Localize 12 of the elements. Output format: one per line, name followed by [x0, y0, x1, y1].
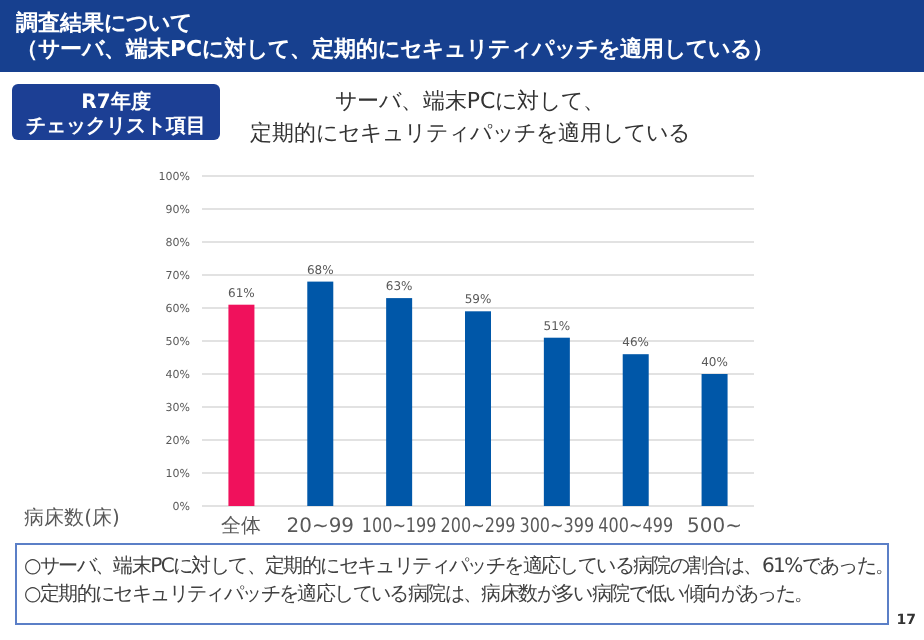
- text: （サーバ、端末PCに対して、定期的にセキュリティパッチを適用している）: [16, 36, 775, 62]
- x-tick-label: 500~: [687, 516, 743, 538]
- x-tick-label: 全体: [221, 514, 262, 538]
- text: 調査結果について: [16, 10, 192, 36]
- chart-title: サーバ、端末PCに対して、: [334, 88, 606, 114]
- text: ○サーバ、端末PCに対して、定期的にセキュリティパッチを適応している病院の割合は、61%であった。: [24, 554, 894, 578]
- text: ○定期的にセキュリティパッチを適応している病院は、病床数が多い病院で低い傾向があった。: [24, 582, 813, 606]
- x-axis-title: 病床数(床): [24, 506, 120, 530]
- text: R7年度: [81, 90, 151, 114]
- text: チェックリスト項目: [26, 116, 206, 138]
- chart-subtitle: 定期的にセキュリティパッチを適用している: [250, 120, 690, 146]
- x-tick-label: 20~99: [286, 516, 355, 538]
